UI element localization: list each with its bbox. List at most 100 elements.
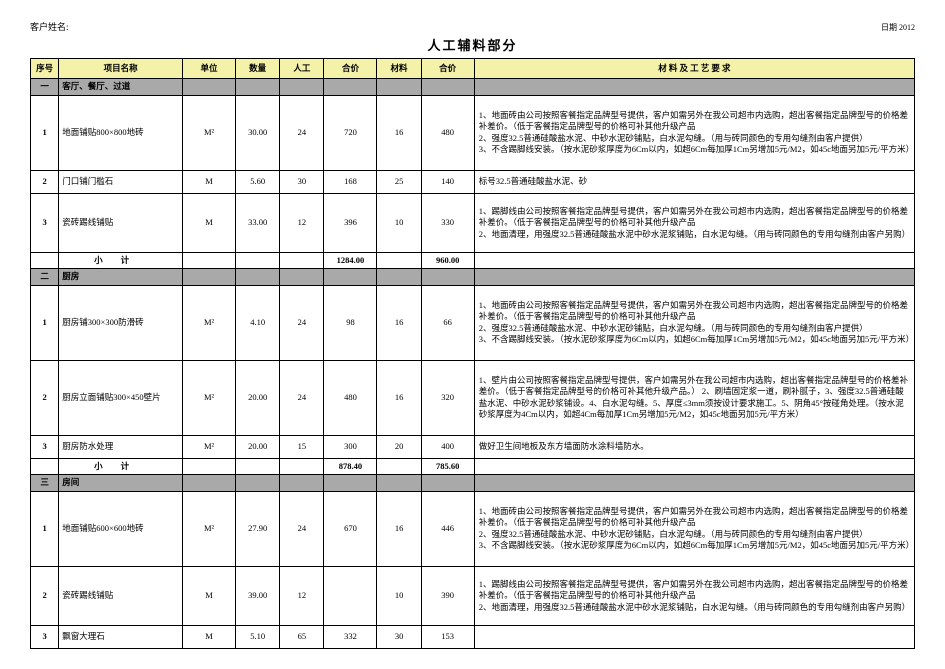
cell: [236, 79, 280, 95]
cell: [183, 458, 236, 474]
cell: [183, 269, 236, 285]
cell: [31, 458, 59, 474]
cell: 厨房: [59, 269, 183, 285]
desc-cell: 1、壁片由公司按照客餐指定品牌型号提供，客户如需另外在我公司超市内选购，超出客餐…: [474, 360, 914, 435]
cell: [236, 252, 280, 268]
cell: 20.00: [236, 435, 280, 458]
cell: 飘窗大理石: [59, 625, 183, 648]
cell: 12: [280, 566, 324, 625]
cell: 三: [31, 475, 59, 491]
cell: [280, 252, 324, 268]
desc-cell: 1、地面砖由公司按照客餐指定品牌型号提供，客户如需另外在我公司超市内选购，超出客…: [474, 95, 914, 170]
subtotal-row: 小计 1284.00 960.00: [31, 252, 915, 268]
cell: [377, 79, 421, 95]
page-title: 人工辅料部分: [30, 35, 915, 54]
cell: 65: [280, 625, 324, 648]
cell: M²: [183, 285, 236, 360]
desc-cell: 1、地面砖由公司按照客餐指定品牌型号提供，客户如需另外在我公司超市内选购，超出客…: [474, 491, 914, 566]
desc-cell: [474, 625, 914, 648]
cell: [236, 475, 280, 491]
cell: 5.60: [236, 170, 280, 193]
cell: 2: [31, 566, 59, 625]
cell: 720: [324, 95, 377, 170]
cell: [324, 79, 377, 95]
cell: [474, 252, 914, 268]
cell: 960.00: [421, 252, 474, 268]
cell: [236, 269, 280, 285]
table-row: 3飘窗大理石M5.106533230153: [31, 625, 915, 648]
cell: 153: [421, 625, 474, 648]
desc-cell: 标号32.5普通硅酸盐水泥、砂: [474, 170, 914, 193]
cell: [236, 458, 280, 474]
cell: 小计: [59, 458, 183, 474]
cell: M²: [183, 491, 236, 566]
cell: [183, 79, 236, 95]
cell: 厨房防水处理: [59, 435, 183, 458]
cell: 785.60: [421, 458, 474, 474]
cell: 16: [377, 360, 421, 435]
table-row: 2瓷砖踢线铺贴M39.0012103901、踢脚线由公司按照客餐指定品牌型号提供…: [31, 566, 915, 625]
cell: M²: [183, 360, 236, 435]
th-sum1: 合价: [324, 59, 377, 79]
cell: [474, 269, 914, 285]
cell: 厨房铺300×300防滑砖: [59, 285, 183, 360]
cell: 30.00: [236, 95, 280, 170]
table-row: 3瓷砖踢线铺贴M33.0012396103301、踢脚线由公司按照客餐指定品牌型…: [31, 193, 915, 252]
category-row: 二厨房: [31, 269, 915, 285]
cell: 1: [31, 285, 59, 360]
th-desc: 材 料 及 工 艺 要 求: [474, 59, 914, 79]
cell: 25: [377, 170, 421, 193]
cell: 27.90: [236, 491, 280, 566]
cell: [377, 475, 421, 491]
cell: 16: [377, 95, 421, 170]
cell: 3: [31, 625, 59, 648]
cell: [377, 458, 421, 474]
cell: 厨房立面铺贴300×450壁片: [59, 360, 183, 435]
cell: 400: [421, 435, 474, 458]
estimate-table: 序号 项目名称 单位 数量 人工 合价 材料 合价 材 料 及 工 艺 要 求 …: [30, 58, 915, 649]
cell: 39.00: [236, 566, 280, 625]
cell: 396: [324, 193, 377, 252]
cell: 门口铺门槛石: [59, 170, 183, 193]
page-info: 日期 2012: [881, 22, 915, 33]
cell: 300: [324, 435, 377, 458]
cell: 446: [421, 491, 474, 566]
cell: 小计: [59, 252, 183, 268]
cell: 24: [280, 285, 324, 360]
cell: 24: [280, 95, 324, 170]
desc-cell: 1、踢脚线由公司按照客餐指定品牌型号提供，客户如需另外在我公司超市内选购，超出客…: [474, 566, 914, 625]
desc-cell: 1、踢脚线由公司按照客餐指定品牌型号提供，客户如需另外在我公司超市内选购，超出客…: [474, 193, 914, 252]
cell: M: [183, 566, 236, 625]
cell: 332: [324, 625, 377, 648]
cell: 1284.00: [324, 252, 377, 268]
cell: 878.40: [324, 458, 377, 474]
cell: [324, 269, 377, 285]
cell: [183, 252, 236, 268]
th-name: 项目名称: [59, 59, 183, 79]
cell: [280, 79, 324, 95]
cell: [377, 252, 421, 268]
cell: M: [183, 625, 236, 648]
cell: 5.10: [236, 625, 280, 648]
cell: 10: [377, 566, 421, 625]
desc-cell: 做好卫生间地板及东方墙面防水涂料墙防水。: [474, 435, 914, 458]
cell: 16: [377, 491, 421, 566]
cell: [377, 269, 421, 285]
cell: 一: [31, 79, 59, 95]
cell: [474, 79, 914, 95]
th-qty: 数量: [236, 59, 280, 79]
cell: 24: [280, 360, 324, 435]
cell: 二: [31, 269, 59, 285]
cell: [421, 475, 474, 491]
cell: 33.00: [236, 193, 280, 252]
cell: 12: [280, 193, 324, 252]
cell: 2: [31, 170, 59, 193]
table-row: 1地面铺贴800×800地砖M²30.0024720164801、地面砖由公司按…: [31, 95, 915, 170]
cell: 98: [324, 285, 377, 360]
cell: 地面铺贴600×600地砖: [59, 491, 183, 566]
cell: [31, 252, 59, 268]
subtotal-row: 小计 878.40 785.60: [31, 458, 915, 474]
table-row: 2门口铺门槛石M5.603016825140标号32.5普通硅酸盐水泥、砂: [31, 170, 915, 193]
table-row: 2厨房立面铺贴300×450壁片M²20.0024480163201、壁片由公司…: [31, 360, 915, 435]
th-mat: 材料: [377, 59, 421, 79]
